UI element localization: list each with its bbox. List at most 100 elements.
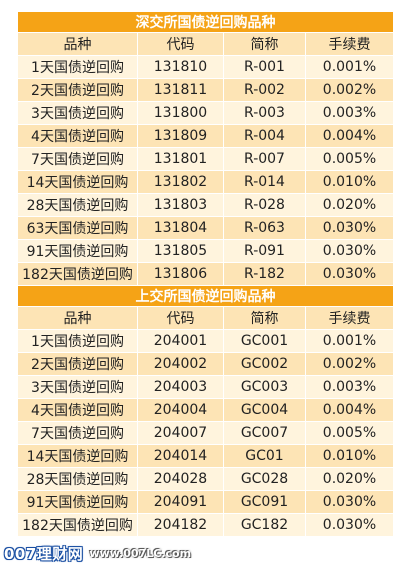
cell-abbr: GC028 <box>223 467 306 491</box>
cell-code: 131810 <box>137 55 224 79</box>
cell-code: 204003 <box>137 375 224 399</box>
column-header-fee: 手续费 <box>305 306 394 330</box>
column-header-abbr: 简称 <box>223 32 306 56</box>
cell-fee: 0.004% <box>305 124 394 148</box>
cell-fee: 0.003% <box>305 375 394 399</box>
table-row: 182天国债逆回购 204182 GC182 0.030% <box>17 513 394 537</box>
cell-name: 3天国债逆回购 <box>17 101 138 125</box>
cell-fee: 0.030% <box>305 513 394 537</box>
repo-table: 深交所国债逆回购品种 品种 代码 简称 手续费 1天国债逆回购 131810 R-001 0.0… <box>17 11 394 537</box>
cell-code: 131809 <box>137 124 224 148</box>
watermark-brand: 007理财网 <box>4 544 84 563</box>
cell-fee: 0.010% <box>305 444 394 468</box>
cell-abbr: R-063 <box>223 216 306 240</box>
cell-abbr: R-091 <box>223 239 306 263</box>
cell-name: 7天国债逆回购 <box>17 421 138 445</box>
cell-fee: 0.020% <box>305 193 394 217</box>
cell-fee: 0.030% <box>305 239 394 263</box>
cell-code: 131802 <box>137 170 224 194</box>
column-header-abbr: 简称 <box>223 306 306 330</box>
cell-fee: 0.030% <box>305 490 394 514</box>
column-header-code: 代码 <box>137 306 224 330</box>
cell-name: 14天国债逆回购 <box>17 444 138 468</box>
cell-code: 204091 <box>137 490 224 514</box>
table-row: 63天国债逆回购 131804 R-063 0.030% <box>17 216 394 240</box>
cell-fee: 0.030% <box>305 216 394 240</box>
cell-abbr: GC007 <box>223 421 306 445</box>
column-header-name: 品种 <box>17 32 138 56</box>
cell-abbr: R-028 <box>223 193 306 217</box>
header-row: 品种 代码 简称 手续费 <box>17 32 394 56</box>
cell-name: 1天国债逆回购 <box>17 329 138 353</box>
cell-code: 204182 <box>137 513 224 537</box>
table-row: 91天国债逆回购 131805 R-091 0.030% <box>17 239 394 263</box>
cell-code: 204001 <box>137 329 224 353</box>
cell-abbr: R-182 <box>223 262 306 286</box>
table-row: 7天国债逆回购 131801 R-007 0.005% <box>17 147 394 171</box>
cell-code: 131804 <box>137 216 224 240</box>
cell-code: 131801 <box>137 147 224 171</box>
cell-code: 204004 <box>137 398 224 422</box>
column-header-code: 代码 <box>137 32 224 56</box>
cell-name: 182天国债逆回购 <box>17 262 138 286</box>
cell-name: 182天国债逆回购 <box>17 513 138 537</box>
cell-code: 131803 <box>137 193 224 217</box>
table-row: 91天国债逆回购 204091 GC091 0.030% <box>17 490 394 514</box>
cell-fee: 0.005% <box>305 421 394 445</box>
cell-code: 131806 <box>137 262 224 286</box>
cell-code: 204014 <box>137 444 224 468</box>
table-row: 3天国债逆回购 131800 R-003 0.003% <box>17 101 394 125</box>
cell-name: 4天国债逆回购 <box>17 398 138 422</box>
watermark-url: www.007LC.com <box>89 546 192 560</box>
cell-name: 28天国债逆回购 <box>17 193 138 217</box>
watermark: 007理财网 www.007LC.com <box>4 544 192 563</box>
column-header-name: 品种 <box>17 306 138 330</box>
table-row: 14天国债逆回购 204014 GC01 0.010% <box>17 444 394 468</box>
table-row: 2天国债逆回购 204002 GC002 0.002% <box>17 352 394 376</box>
table-row: 7天国债逆回购 204007 GC007 0.005% <box>17 421 394 445</box>
cell-code: 204007 <box>137 421 224 445</box>
header-row: 品种 代码 简称 手续费 <box>17 306 394 330</box>
cell-abbr: GC091 <box>223 490 306 514</box>
cell-abbr: R-007 <box>223 147 306 171</box>
section-title-row: 深交所国债逆回购品种 <box>17 11 394 33</box>
cell-name: 28天国债逆回购 <box>17 467 138 491</box>
cell-abbr: GC001 <box>223 329 306 353</box>
cell-fee: 0.005% <box>305 147 394 171</box>
section-title-row: 上交所国债逆回购品种 <box>17 285 394 307</box>
cell-name: 2天国债逆回购 <box>17 352 138 376</box>
table-row: 1天国债逆回购 204001 GC001 0.001% <box>17 329 394 353</box>
cell-fee: 0.001% <box>305 55 394 79</box>
column-header-fee: 手续费 <box>305 32 394 56</box>
cell-abbr: R-001 <box>223 55 306 79</box>
cell-fee: 0.002% <box>305 78 394 102</box>
cell-abbr: GC01 <box>223 444 306 468</box>
cell-code: 131805 <box>137 239 224 263</box>
section-title: 深交所国债逆回购品种 <box>17 11 394 33</box>
cell-name: 3天国债逆回购 <box>17 375 138 399</box>
cell-code: 131811 <box>137 78 224 102</box>
section-title: 上交所国债逆回购品种 <box>17 285 394 307</box>
table-row: 14天国债逆回购 131802 R-014 0.010% <box>17 170 394 194</box>
cell-fee: 0.002% <box>305 352 394 376</box>
cell-code: 204002 <box>137 352 224 376</box>
cell-abbr: GC182 <box>223 513 306 537</box>
table-row: 2天国债逆回购 131811 R-002 0.002% <box>17 78 394 102</box>
cell-name: 7天国债逆回购 <box>17 147 138 171</box>
cell-name: 2天国债逆回购 <box>17 78 138 102</box>
cell-fee: 0.020% <box>305 467 394 491</box>
cell-abbr: GC004 <box>223 398 306 422</box>
cell-abbr: GC003 <box>223 375 306 399</box>
cell-name: 91天国债逆回购 <box>17 239 138 263</box>
cell-fee: 0.030% <box>305 262 394 286</box>
table-row: 3天国债逆回购 204003 GC003 0.003% <box>17 375 394 399</box>
cell-name: 14天国债逆回购 <box>17 170 138 194</box>
table-row: 182天国债逆回购 131806 R-182 0.030% <box>17 262 394 286</box>
cell-abbr: R-003 <box>223 101 306 125</box>
cell-code: 131800 <box>137 101 224 125</box>
cell-name: 1天国债逆回购 <box>17 55 138 79</box>
table-row: 28天国债逆回购 204028 GC028 0.020% <box>17 467 394 491</box>
cell-code: 204028 <box>137 467 224 491</box>
cell-name: 91天国债逆回购 <box>17 490 138 514</box>
table-row: 4天国债逆回购 204004 GC004 0.004% <box>17 398 394 422</box>
